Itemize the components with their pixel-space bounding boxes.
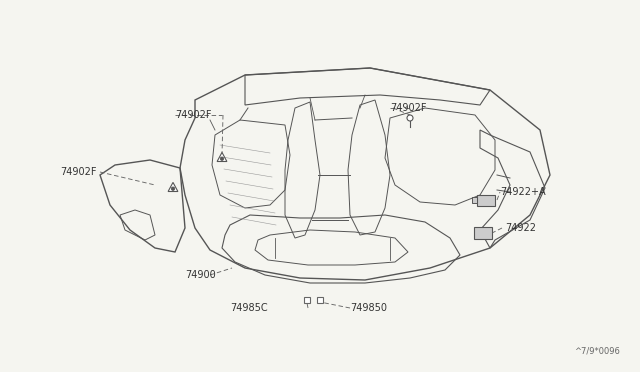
Bar <box>474 227 492 239</box>
Polygon shape <box>168 182 178 192</box>
Circle shape <box>172 187 175 190</box>
Circle shape <box>220 157 224 160</box>
Text: 74985C: 74985C <box>230 303 268 313</box>
Text: 74922+A: 74922+A <box>500 187 546 197</box>
Polygon shape <box>217 153 227 161</box>
Text: 74902F: 74902F <box>390 103 426 113</box>
Text: ^7/9*0096: ^7/9*0096 <box>574 346 620 355</box>
Circle shape <box>407 115 413 121</box>
Text: 749850: 749850 <box>350 303 387 313</box>
Text: 74900: 74900 <box>185 270 216 280</box>
Text: 74922: 74922 <box>505 223 536 233</box>
Text: 74902F: 74902F <box>60 167 97 177</box>
Bar <box>472 197 477 203</box>
Bar <box>477 195 495 205</box>
Text: 74902F: 74902F <box>175 110 211 120</box>
